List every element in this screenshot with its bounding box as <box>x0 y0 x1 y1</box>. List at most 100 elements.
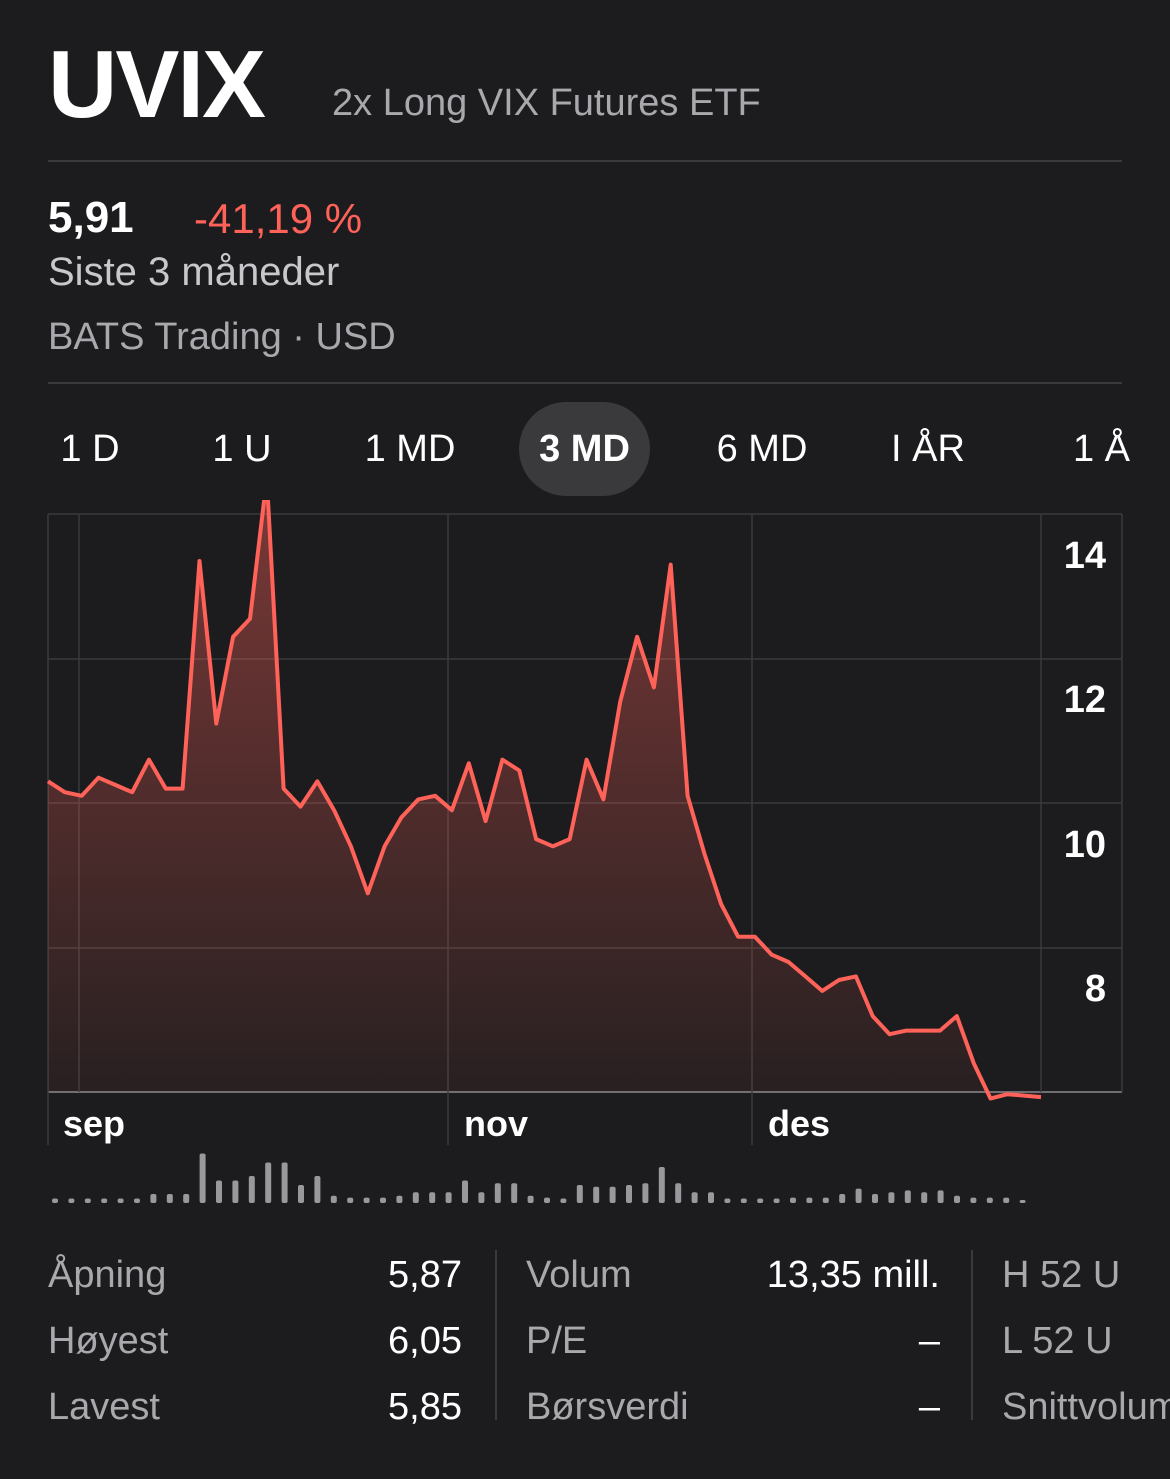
volume-bar <box>363 1197 370 1203</box>
volume-bar <box>576 1185 583 1203</box>
volume-bar <box>298 1185 304 1203</box>
stats-divider <box>495 1250 497 1420</box>
volume-bar <box>134 1198 140 1203</box>
volume-bar <box>527 1195 534 1203</box>
volume-bar <box>52 1198 58 1203</box>
volume-bar <box>888 1192 895 1203</box>
stat-marketcap-value: – <box>918 1386 940 1428</box>
volume-bar <box>68 1198 75 1203</box>
volume-bar <box>658 1167 665 1203</box>
volume-bar <box>511 1183 518 1203</box>
volume-bar <box>790 1197 796 1203</box>
y-tick-label: 10 <box>1064 824 1106 866</box>
tab-6m[interactable]: 6 MD <box>716 428 808 470</box>
volume-bar <box>970 1197 977 1203</box>
volume-bars <box>52 1153 1026 1203</box>
stat-avg-volume-label: Snittvolum <box>1002 1386 1170 1428</box>
volume-bar <box>462 1180 468 1203</box>
price-area <box>48 500 1041 1099</box>
stat-volume-value: 13,35 mill. <box>766 1254 940 1296</box>
current-price: 5,91 <box>48 193 134 242</box>
volume-bar <box>117 1198 124 1203</box>
stat-52w-high-label: H 52 U <box>1002 1254 1121 1296</box>
volume-bar <box>773 1198 780 1203</box>
volume-bar <box>150 1194 157 1203</box>
volume-bar <box>757 1198 764 1203</box>
price-change: -41,19 % <box>194 195 363 242</box>
volume-bar <box>1019 1200 1026 1203</box>
volume-bar <box>396 1195 403 1203</box>
volume-bar <box>347 1197 354 1203</box>
stat-52w-low-label: L 52 U <box>1002 1320 1113 1362</box>
stat-high-value: 6,05 <box>388 1320 462 1362</box>
volume-bar <box>986 1197 993 1203</box>
ticker-symbol: UVIX <box>48 31 266 138</box>
stat-high-label: Høyest <box>48 1320 169 1362</box>
volume-bar <box>445 1192 452 1203</box>
volume-bar <box>954 1195 960 1203</box>
stat-open-label: Åpning <box>48 1254 167 1296</box>
volume-bar <box>314 1176 321 1203</box>
stat-volume-label: Volum <box>526 1254 632 1296</box>
volume-bar <box>937 1190 944 1203</box>
y-axis-labels: 14 12 10 8 <box>1064 535 1106 1010</box>
volume-bar <box>839 1194 846 1203</box>
volume-bar <box>872 1194 878 1203</box>
volume-bar <box>84 1198 91 1203</box>
volume-bar <box>1003 1197 1010 1203</box>
volume-bar <box>412 1192 419 1203</box>
x-tick-label: des <box>768 1103 830 1144</box>
stat-open-value: 5,87 <box>388 1254 462 1296</box>
divider <box>48 160 1122 162</box>
volume-bar <box>183 1194 190 1203</box>
volume-bar <box>265 1162 272 1203</box>
volume-bar <box>216 1180 222 1203</box>
volume-bar <box>855 1188 862 1203</box>
volume-bar <box>593 1186 600 1203</box>
volume-bar <box>281 1162 288 1203</box>
volume-bar <box>478 1192 485 1203</box>
tab-1d[interactable]: 1 D <box>60 428 120 470</box>
tab-1y[interactable]: 1 Å <box>1072 428 1130 470</box>
x-axis-labels: sep nov des <box>63 1103 830 1144</box>
volume-bar <box>544 1197 550 1203</box>
tab-3m[interactable]: 3 MD <box>519 402 650 496</box>
tab-ytd[interactable]: I ÅR <box>891 428 965 470</box>
volume-bar <box>904 1190 911 1203</box>
volume-bar <box>822 1197 829 1203</box>
volume-bar <box>380 1197 386 1203</box>
price-chart[interactable]: 14 12 10 8 sep nov des <box>0 500 1170 1220</box>
volume-bar <box>708 1192 714 1203</box>
volume-bar <box>921 1192 928 1203</box>
volume-bar <box>248 1176 255 1203</box>
stat-pe-value: – <box>918 1320 940 1362</box>
stat-low-value: 5,85 <box>388 1386 462 1428</box>
volume-bar <box>724 1198 731 1203</box>
volume-bar <box>560 1198 567 1203</box>
volume-bar <box>429 1192 436 1203</box>
volume-bar <box>330 1195 337 1203</box>
y-tick-label: 12 <box>1064 679 1106 721</box>
period-label: Siste 3 måneder <box>48 250 340 294</box>
y-tick-label: 14 <box>1064 535 1106 577</box>
volume-bar <box>740 1198 747 1203</box>
volume-bar <box>232 1180 239 1203</box>
x-tick-label: nov <box>464 1103 528 1144</box>
volume-bar <box>166 1194 173 1203</box>
volume-bar <box>609 1186 616 1203</box>
divider <box>48 382 1122 384</box>
exchange-label: BATS Trading · USD <box>48 316 396 358</box>
volume-bar <box>101 1198 108 1203</box>
volume-bar <box>675 1183 682 1203</box>
volume-bar <box>199 1153 206 1203</box>
volume-bar <box>806 1197 813 1203</box>
volume-bar <box>626 1185 632 1203</box>
fund-name: 2x Long VIX Futures ETF <box>332 82 761 124</box>
tab-1m[interactable]: 1 MD <box>364 428 456 470</box>
stat-pe-label: P/E <box>526 1320 588 1362</box>
price-line <box>46 500 1042 1101</box>
volume-bar <box>494 1183 501 1203</box>
volume-bar <box>642 1183 649 1203</box>
tab-1w[interactable]: 1 U <box>212 428 272 470</box>
stat-low-label: Lavest <box>48 1386 160 1428</box>
